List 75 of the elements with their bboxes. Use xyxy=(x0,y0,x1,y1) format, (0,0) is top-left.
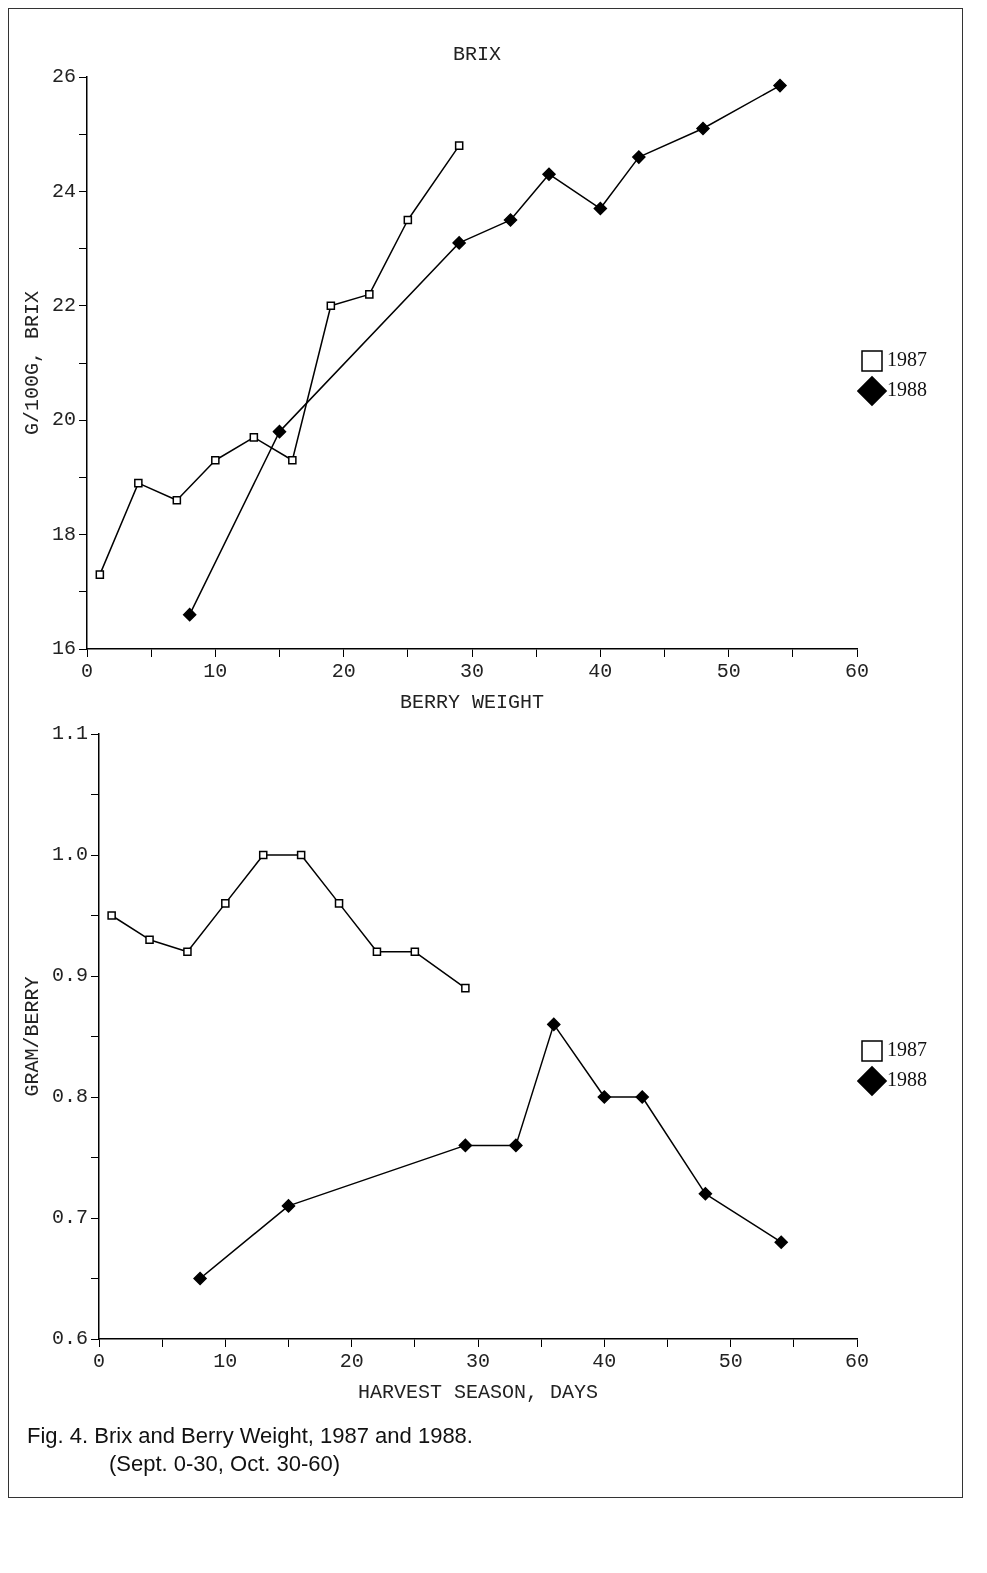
point xyxy=(334,899,344,908)
point xyxy=(272,424,287,439)
y-tick-label: 0.7 xyxy=(51,1206,89,1230)
y-tick-label: 18 xyxy=(51,522,76,546)
point xyxy=(698,1187,713,1201)
point xyxy=(635,1090,649,1104)
y-tick-label: 16 xyxy=(51,637,76,661)
x-tick-label: 60 xyxy=(844,1350,870,1374)
y-axis-title: G/100G, BRIX xyxy=(21,290,45,436)
x-tick-label: 40 xyxy=(588,660,613,684)
point xyxy=(172,495,182,505)
x-tick-label: 10 xyxy=(203,660,228,684)
y-axis-title: GRAM/BERRY xyxy=(21,976,45,1097)
legend-label: 1988 xyxy=(887,1068,927,1091)
point xyxy=(461,983,470,993)
y-tick-label: 20 xyxy=(51,408,76,432)
y-tick-label: 1.0 xyxy=(51,843,89,867)
y-tick-label: 0.8 xyxy=(51,1085,89,1109)
x-tick-label: 0 xyxy=(93,1350,106,1374)
point xyxy=(326,301,336,311)
point xyxy=(145,935,154,944)
point xyxy=(182,607,197,622)
point xyxy=(773,78,787,93)
point xyxy=(365,290,374,299)
point xyxy=(774,1235,788,1249)
point xyxy=(410,947,420,957)
legend-label: 1988 xyxy=(887,378,927,401)
point xyxy=(403,215,413,225)
point xyxy=(542,167,556,181)
point xyxy=(249,433,259,442)
point xyxy=(452,236,466,250)
point xyxy=(134,478,143,488)
point xyxy=(211,455,220,465)
caption: Fig. 4. Brix and Berry Weight, 1987 and 1988. xyxy=(27,1423,474,1449)
point xyxy=(288,455,297,465)
point xyxy=(632,150,646,164)
legend-label: 1987 xyxy=(887,1038,927,1061)
x-tick-label: 20 xyxy=(331,660,356,684)
y-tick-label: 1.1 xyxy=(51,722,89,746)
chart-title: BRIX xyxy=(452,43,502,67)
legend-label: 1987 xyxy=(887,348,927,371)
point xyxy=(597,1090,612,1104)
x-tick-label: 20 xyxy=(339,1350,364,1374)
point xyxy=(372,947,382,957)
x-tick-label: 60 xyxy=(844,660,870,684)
point xyxy=(107,911,116,920)
point xyxy=(458,1138,473,1153)
point xyxy=(454,141,464,150)
y-tick-label: 0.6 xyxy=(51,1327,89,1351)
x-tick-label: 50 xyxy=(716,660,741,684)
y-tick-label: 22 xyxy=(51,294,76,318)
point xyxy=(221,899,230,908)
x-axis-title: BERRY WEIGHT xyxy=(399,691,545,715)
point xyxy=(193,1271,207,1286)
x-axis-title: HARVEST SEASON, DAYS xyxy=(357,1381,599,1405)
point xyxy=(593,201,608,216)
point xyxy=(547,1017,561,1032)
x-tick-label: 30 xyxy=(466,1350,491,1374)
y-tick-label: 24 xyxy=(51,179,76,203)
point xyxy=(503,213,518,227)
point xyxy=(509,1138,523,1153)
x-tick-label: 50 xyxy=(718,1350,743,1374)
point xyxy=(696,121,710,136)
x-tick-label: 10 xyxy=(213,1350,238,1374)
point xyxy=(258,850,268,860)
point xyxy=(183,947,192,957)
point xyxy=(296,850,306,860)
x-tick-label: 30 xyxy=(459,660,485,684)
text: (Sept. 0-30, Oct. 30-60) xyxy=(109,1451,342,1477)
y-tick-label: 0.9 xyxy=(51,964,89,988)
y-tick-label: 26 xyxy=(51,65,76,89)
x-tick-label: 0 xyxy=(81,660,94,684)
x-tick-label: 40 xyxy=(592,1350,617,1374)
point xyxy=(281,1199,296,1213)
point xyxy=(95,570,105,579)
